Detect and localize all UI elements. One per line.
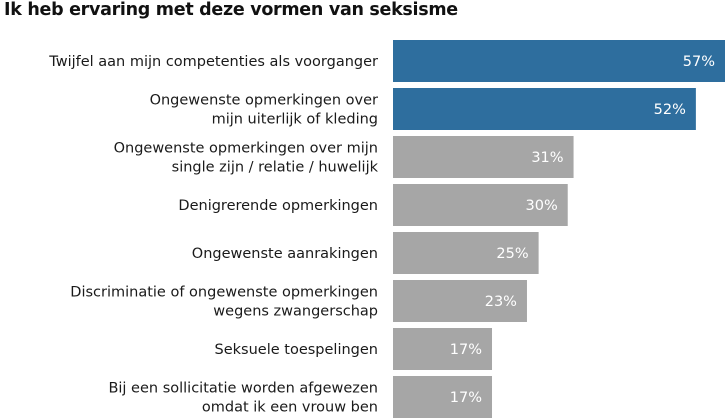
category-label-8-line-1: Bij een sollicitatie worden afgewezen bbox=[108, 381, 378, 397]
bar-1 bbox=[393, 40, 725, 82]
bar-6 bbox=[393, 280, 527, 322]
value-label-5: 25% bbox=[496, 246, 528, 262]
bar-5 bbox=[393, 232, 539, 274]
bar-8 bbox=[393, 376, 493, 418]
value-label-8: 17% bbox=[450, 390, 482, 406]
category-label-8-line-2: omdat ik een vrouw ben bbox=[202, 400, 378, 416]
value-label-7: 17% bbox=[450, 342, 482, 358]
value-label-1: 57% bbox=[683, 54, 715, 70]
value-label-3: 31% bbox=[531, 150, 563, 166]
bar-3 bbox=[393, 136, 574, 178]
value-label-4: 30% bbox=[526, 198, 558, 214]
category-label-2-line-1: Ongewenste opmerkingen over bbox=[150, 93, 378, 109]
chart-title: Ik heb ervaring met deze vormen van seks… bbox=[4, 0, 458, 20]
value-label-6: 23% bbox=[485, 294, 517, 310]
bar-7 bbox=[393, 328, 493, 370]
bar-4 bbox=[393, 184, 568, 226]
category-label-1: Twijfel aan mijn competenties als voorga… bbox=[48, 54, 378, 70]
category-label-3-line-2: single zijn / relatie / huwelijk bbox=[172, 160, 379, 176]
category-label-5: Ongewenste aanrakingen bbox=[192, 246, 378, 262]
category-label-7: Seksuele toespelingen bbox=[215, 342, 378, 358]
category-label-4: Denigrerende opmerkingen bbox=[178, 198, 378, 214]
value-label-2: 52% bbox=[654, 102, 686, 118]
category-label-6-line-2: wegens zwangerschap bbox=[213, 304, 378, 320]
category-label-2-line-2: mijn uiterlijk of kleding bbox=[212, 112, 378, 128]
category-label-6-line-1: Discriminatie of ongewenste opmerkingen bbox=[70, 285, 378, 301]
category-label-3-line-1: Ongewenste opmerkingen over mijn bbox=[114, 141, 378, 157]
bar-2 bbox=[393, 88, 696, 130]
